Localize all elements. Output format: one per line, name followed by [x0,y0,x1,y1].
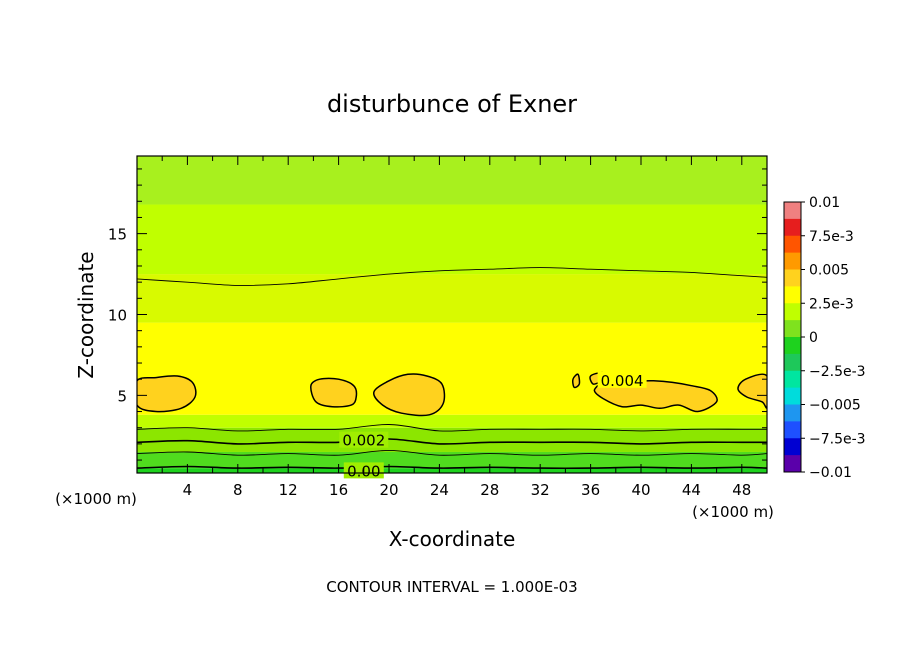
contour-label-2: 0.002 [342,432,385,450]
colorbar-swatch [784,370,801,389]
colorbar-swatch [784,353,801,372]
x-tick-label: 36 [581,481,600,499]
colorbar-label: −2.5e-3 [809,364,866,380]
colorbar-swatch [784,235,801,254]
y-tick-label: 5 [117,387,127,405]
colorbar-swatch [784,303,801,321]
contour-line-4 [137,267,767,286]
contour-fill-layer [137,156,767,473]
colorbar-swatch [784,337,801,355]
colorbar-label: 7.5e-3 [809,229,854,245]
x-tick-label: 16 [329,481,348,499]
colorbar: 0.01 7.5e-3 0.005 2.5e-3 0 −2.5e-3 −0.005 −7.5e… [783,195,866,481]
contour-line-3 [137,424,767,432]
contour-label-004-bg [597,371,647,388]
colorbar-swatch [784,218,801,237]
x-tick-label: 4 [183,481,193,499]
contour-line-0 [137,465,767,470]
chart-title: disturbunce of Exner [327,90,577,118]
x-axis-unit: (×1000 m) [692,503,774,521]
contour-line-1 [137,449,767,456]
colorbar-label: −0.01 [809,465,852,481]
field-band-6 [137,204,767,275]
x-tick-label: 20 [379,481,398,499]
contour-region-004-0 [137,375,197,413]
y-axis-label: Z-coordinate [74,251,98,378]
x-tick-label: 32 [531,481,550,499]
colorbar-label: −0.005 [809,398,861,414]
contour-region-004-5 [737,373,767,409]
contour-label-004: 0.004 [601,372,644,390]
field-band-1 [137,451,767,469]
x-tick-label: 8 [233,481,243,499]
field-band-3 [137,414,767,428]
colorbar-label: 0.01 [809,195,840,211]
contour-region-004-2 [373,373,446,417]
x-tick-label: 40 [631,481,650,499]
contour-region-004-1 [310,377,358,408]
y-tick-label: 10 [108,307,127,325]
colorbar-swatch [784,404,801,422]
x-axis-label: X-coordinate [389,527,516,551]
colorbar-swatch [784,455,801,473]
contour-region-004-4 [572,373,581,389]
contour-line-2 [137,438,767,445]
x-tick-label: 24 [430,481,449,499]
field-band-5 [137,274,767,323]
field-band-2 [137,427,767,452]
y-tick-label: 15 [108,226,127,244]
colorbar-swatch [784,286,801,304]
colorbar-swatch [784,320,801,338]
colorbar-swatch [784,252,801,270]
colorbar-swatch [784,269,801,287]
contour-interval-note: CONTOUR INTERVAL = 1.000E-03 [326,578,577,596]
colorbar-swatch [784,387,801,405]
colorbar-swatch [784,438,801,456]
x-tick-label: 28 [480,481,499,499]
colorbar-label: 0.005 [809,263,849,279]
y-axis-unit: (×1000 m) [55,490,137,508]
field-band-0 [137,468,767,473]
field-band-7 [137,156,767,205]
x-tick-label: 12 [279,481,298,499]
colorbar-label: 0 [809,330,818,346]
colorbar-swatch [784,202,801,220]
x-tick-label: 48 [732,481,751,499]
contour-label-2-bg [339,431,389,448]
x-tick-label: 44 [682,481,701,499]
colorbar-swatch [784,421,801,439]
colorbar-label: −7.5e-3 [809,431,866,447]
colorbar-label: 2.5e-3 [809,296,854,312]
